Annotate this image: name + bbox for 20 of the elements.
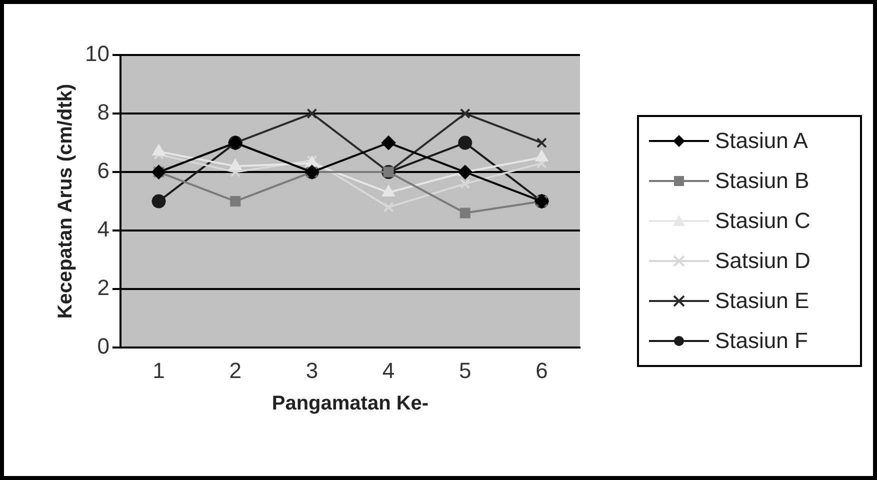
y-axis-title: Kecepatan Arus (cm/dtk) xyxy=(54,84,77,319)
x-tick-label: 6 xyxy=(536,358,548,383)
y-tick-label: 8 xyxy=(97,100,110,125)
x-tick-label: 3 xyxy=(306,358,318,383)
y-tick-label: 10 xyxy=(84,41,110,66)
legend-label: Satsiun D xyxy=(715,248,810,274)
y-tick-label: 6 xyxy=(97,158,110,184)
y-tick-label: 2 xyxy=(97,275,110,300)
legend-label: Stasiun E xyxy=(715,288,810,314)
legend-label: Stasiun B xyxy=(715,168,810,194)
x-tick-label: 5 xyxy=(458,358,472,383)
legend-label: Stasiun A xyxy=(715,128,808,154)
x-axis-title: Pangamatan Ke- xyxy=(272,392,429,415)
x-tick-label: 1 xyxy=(152,358,165,383)
x-tick-label: 2 xyxy=(229,358,242,383)
x-tick-label: 4 xyxy=(382,358,395,383)
legend-label: Stasiun F xyxy=(715,328,808,354)
legend-label: Stasiun C xyxy=(715,208,810,234)
y-tick-label: 0 xyxy=(97,334,110,359)
y-tick-label: 4 xyxy=(97,216,110,242)
